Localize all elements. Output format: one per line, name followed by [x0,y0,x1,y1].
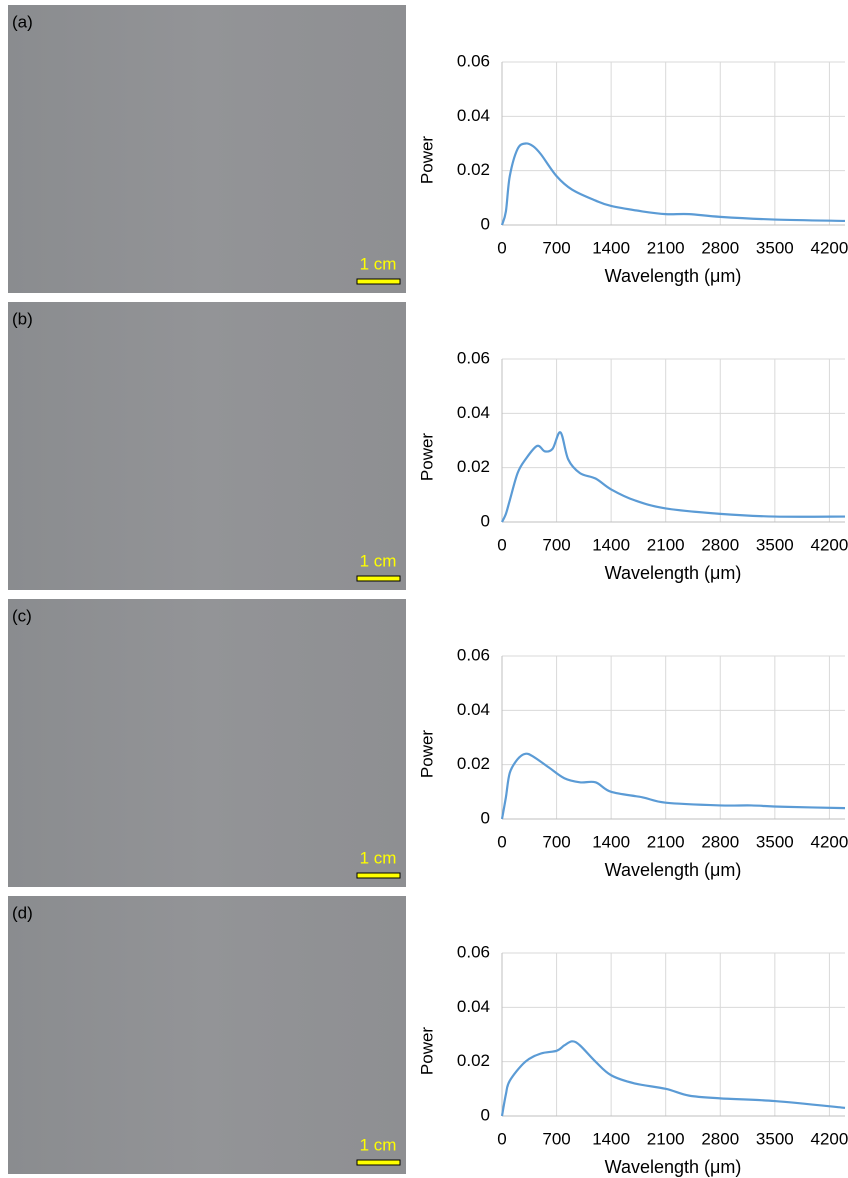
panel-label: (b) [12,309,33,328]
x-tick-label: 4200 [810,1129,848,1148]
x-tick-label: 0 [497,535,506,554]
photo [8,896,406,1174]
x-tick-label: 4200 [810,535,848,554]
y-axis-label: Power [417,136,436,185]
scale-label: 1 cm [360,848,397,867]
x-tick-label: 0 [497,832,506,851]
scale-label: 1 cm [360,254,397,273]
y-axis-label: Power [417,433,436,482]
x-tick-label: 700 [542,832,570,851]
panel-label: (c) [12,606,32,625]
x-tick-label: 1400 [592,238,630,257]
y-tick-label: 0 [481,511,490,530]
y-tick-label: 0 [481,214,490,233]
x-tick-label: 3500 [756,535,794,554]
y-tick-label: 0.06 [457,348,490,367]
y-tick-label: 0.06 [457,645,490,664]
y-tick-label: 0.02 [457,160,490,179]
x-tick-label: 3500 [756,1129,794,1148]
y-tick-label: 0.02 [457,1051,490,1070]
photo [8,302,406,590]
panel-label: (a) [12,12,33,31]
data-line [500,1040,846,1117]
scale-bar [356,872,401,879]
x-tick-label: 700 [542,535,570,554]
y-axis-label: Power [417,730,436,779]
x-tick-label: 3500 [756,832,794,851]
y-tick-label: 0.04 [457,403,490,422]
data-line [500,752,846,820]
y-tick-label: 0.02 [457,754,490,773]
x-tick-label: 2800 [701,238,739,257]
x-axis-label: Wavelength (μm) [605,860,742,880]
scale-label: 1 cm [360,551,397,570]
x-tick-label: 2800 [701,832,739,851]
x-tick-label: 2100 [647,535,685,554]
x-tick-label: 1400 [592,1129,630,1148]
y-tick-label: 0 [481,808,490,827]
scale-bar [356,278,401,285]
x-tick-label: 4200 [810,832,848,851]
scale-bar [356,575,401,582]
y-tick-label: 0.04 [457,106,490,125]
scale-label: 1 cm [360,1135,397,1154]
scale-bar [356,1159,401,1166]
y-tick-label: 0.04 [457,997,490,1016]
x-tick-label: 700 [542,1129,570,1148]
x-tick-label: 4200 [810,238,848,257]
x-tick-label: 1400 [592,535,630,554]
y-tick-label: 0.06 [457,51,490,70]
x-tick-label: 1400 [592,832,630,851]
x-tick-label: 2100 [647,832,685,851]
photo [8,599,406,887]
panel-label: (d) [12,903,33,922]
photo [8,5,406,293]
x-tick-label: 2100 [647,1129,685,1148]
x-axis-label: Wavelength (μm) [605,563,742,583]
x-tick-label: 2800 [701,535,739,554]
x-tick-label: 2800 [701,1129,739,1148]
data-line [501,431,846,523]
y-axis-label: Power [417,1027,436,1076]
x-tick-label: 2100 [647,238,685,257]
y-tick-label: 0 [481,1105,490,1124]
x-tick-label: 700 [542,238,570,257]
y-tick-label: 0.06 [457,942,490,961]
x-tick-label: 0 [497,1129,506,1148]
x-tick-label: 3500 [756,238,794,257]
x-tick-label: 0 [497,238,506,257]
x-axis-label: Wavelength (μm) [605,1157,742,1177]
y-tick-label: 0.04 [457,700,490,719]
y-tick-label: 0.02 [457,457,490,476]
data-line [500,142,846,226]
x-axis-label: Wavelength (μm) [605,266,742,286]
